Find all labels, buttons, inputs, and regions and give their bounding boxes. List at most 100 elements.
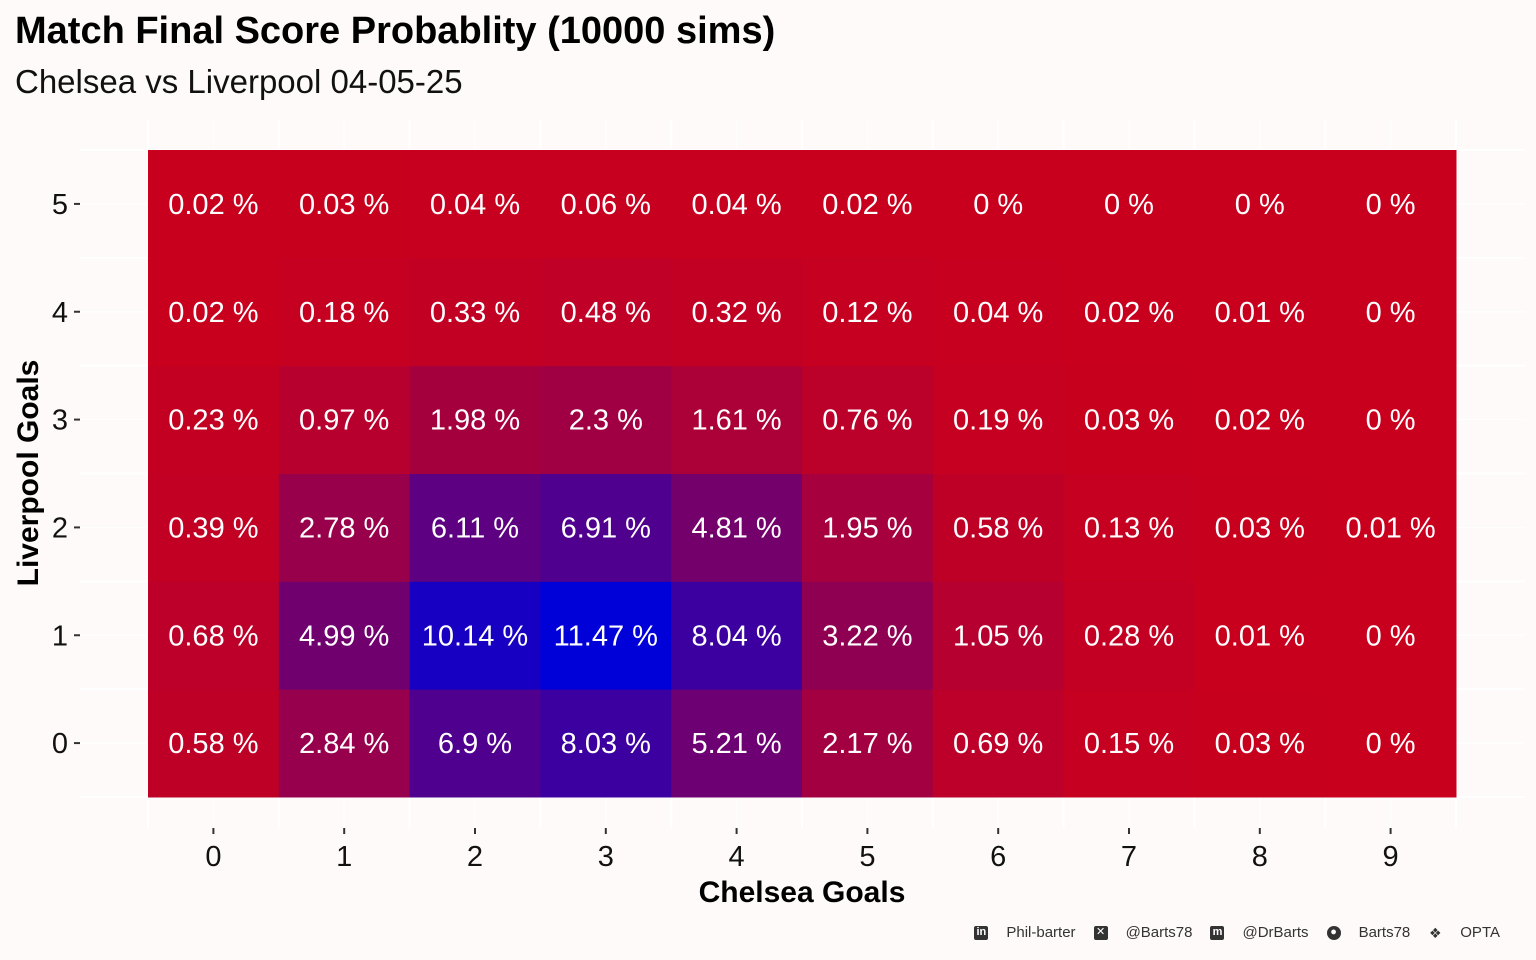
data-source: OPTA: [1460, 924, 1500, 941]
heatmap-cell: [671, 150, 803, 259]
dropbox-icon: ❖: [1428, 924, 1442, 941]
cell-value-label: 0.13 %: [1084, 512, 1174, 544]
chart-subtitle: Chelsea vs Liverpool 04-05-25: [15, 63, 463, 100]
github-handle: Barts78: [1358, 924, 1411, 941]
y-tick-label: 5: [52, 189, 68, 221]
heatmap-cell: [1063, 365, 1195, 474]
heatmap-cell: [1063, 689, 1195, 798]
footer-x: ✕ @Barts78: [1093, 924, 1193, 941]
heatmap-cell: [409, 150, 541, 259]
heatmap-cell: [1325, 257, 1457, 367]
y-tick-label: 2: [52, 512, 68, 544]
cell-value-label: 3.22 %: [822, 620, 912, 652]
heatmap-cell: [409, 581, 541, 690]
heatmap-cell: [540, 473, 672, 582]
cell-value-label: 0.15 %: [1084, 728, 1174, 760]
cell-value-label: 4.81 %: [691, 512, 781, 544]
heatmap-cell: [671, 689, 803, 798]
cell-value-label: 0.12 %: [822, 297, 912, 329]
cell-value-label: 0.32 %: [691, 297, 781, 329]
heatmap-cell: [932, 257, 1065, 367]
heatmap-cell: [932, 473, 1065, 582]
cell-value-label: 5.21 %: [691, 728, 781, 760]
cell-value-label: 0.69 %: [953, 728, 1043, 760]
cell-value-label: 2.17 %: [822, 728, 912, 760]
cell-value-label: 1.98 %: [430, 405, 520, 437]
heatmap-cell: [148, 689, 280, 798]
heatmap-cell: [671, 365, 803, 474]
footer-github: ● Barts78: [1326, 924, 1411, 941]
heatmap-cell: [1325, 689, 1457, 798]
cell-value-label: 4.99 %: [299, 620, 389, 652]
x-tick-label: 3: [598, 841, 614, 873]
cell-value-label: 0 %: [1366, 728, 1416, 760]
heatmap-cell: [1063, 150, 1195, 259]
heatmap-cell: [932, 365, 1065, 474]
heatmap-cell: [1063, 581, 1195, 690]
heatmap-cell: [1063, 473, 1195, 582]
x-tick-label: 5: [859, 841, 875, 873]
mastodon-icon: m: [1210, 925, 1225, 940]
x-axis-label: Chelsea Goals: [699, 876, 906, 909]
cell-value-label: 0.03 %: [299, 189, 389, 221]
cell-value-label: 0.02 %: [1215, 405, 1305, 437]
heatmap-cell: [278, 257, 411, 367]
x-tick-label: 6: [990, 841, 1006, 873]
heatmap-cell: [148, 473, 280, 582]
footer-mastodon: m @DrBarts: [1210, 924, 1309, 941]
cell-value-label: 0.97 %: [299, 405, 389, 437]
cell-value-label: 2.78 %: [299, 512, 389, 544]
heatmap-cell: [1063, 257, 1195, 367]
heatmap-cell: [148, 365, 280, 474]
heatmap-cell: [1325, 150, 1457, 259]
cell-value-label: 0.01 %: [1345, 512, 1435, 544]
linkedin-handle: Phil-barter: [1006, 924, 1076, 941]
cell-value-label: 0.58 %: [168, 728, 258, 760]
cell-value-label: 0.01 %: [1215, 297, 1305, 329]
heatmap-cell: [540, 689, 672, 798]
heatmap-cell: [802, 365, 934, 474]
cell-value-label: 1.05 %: [953, 620, 1043, 652]
heatmap-cell: [802, 473, 934, 582]
heatmap-cell: [1194, 581, 1326, 690]
heatmap-cell: [540, 150, 672, 259]
cell-value-label: 0.02 %: [822, 189, 912, 221]
heatmap-cell: [1325, 365, 1457, 474]
heatmap-cell: [932, 150, 1065, 259]
heatmap-cell: [1194, 473, 1326, 582]
y-axis-label: Liverpool Goals: [12, 360, 45, 587]
cell-value-label: 0.19 %: [953, 405, 1043, 437]
heatmap-cells: [148, 150, 1457, 798]
cell-value-label: 0 %: [1366, 405, 1416, 437]
x-handle: @Barts78: [1125, 924, 1193, 941]
cell-value-label: 0 %: [973, 189, 1023, 221]
heatmap-cell: [802, 257, 934, 367]
heatmap-cell: [802, 689, 934, 798]
cell-value-label: 0.03 %: [1215, 728, 1305, 760]
x-tick-label: 0: [205, 841, 221, 873]
x-tick-label: 7: [1121, 841, 1137, 873]
cell-value-label: 10.14 %: [422, 620, 528, 652]
cell-value-label: 0 %: [1104, 189, 1154, 221]
cell-value-label: 6.9 %: [438, 728, 512, 760]
cell-value-label: 0.04 %: [430, 189, 520, 221]
heatmap-cell: [932, 689, 1065, 798]
cell-value-label: 1.61 %: [691, 405, 781, 437]
cell-value-label: 0.01 %: [1215, 620, 1305, 652]
heatmap-cell: [1194, 689, 1326, 798]
cell-value-label: 8.04 %: [691, 620, 781, 652]
footer-source: ❖ OPTA: [1428, 924, 1500, 941]
cell-value-label: 0.03 %: [1215, 512, 1305, 544]
cell-value-label: 0.48 %: [561, 297, 651, 329]
cell-value-label: 1.95 %: [822, 512, 912, 544]
cell-value-label: 0.68 %: [168, 620, 258, 652]
footer-linkedin: in Phil-barter: [974, 924, 1076, 941]
heatmap-cell: [1325, 581, 1457, 690]
github-icon: ●: [1326, 925, 1341, 940]
cell-value-label: 0.06 %: [561, 189, 651, 221]
heatmap-cell: [148, 257, 280, 367]
cell-value-label: 0 %: [1366, 620, 1416, 652]
heatmap-cell: [409, 473, 541, 582]
y-tick-label: 0: [52, 728, 68, 760]
